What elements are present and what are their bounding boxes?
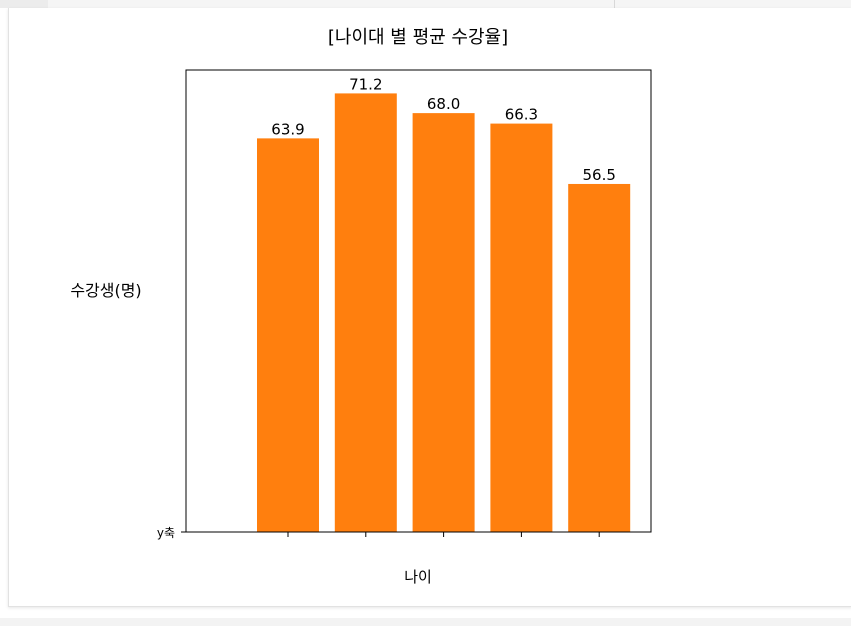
bar bbox=[490, 123, 553, 532]
bar bbox=[257, 138, 319, 532]
chart-card: [나이대 별 평균 수강율] 63.9 71.2 68.0 66.3 56.5 y축 수… bbox=[8, 8, 851, 607]
bar-value-label: 66.3 bbox=[505, 106, 538, 124]
top-strip bbox=[0, 0, 851, 8]
bar-value-label: 63.9 bbox=[271, 120, 304, 138]
chart-title: [나이대 별 평균 수강율] bbox=[328, 27, 508, 48]
bar bbox=[412, 113, 475, 533]
bar-chart: [나이대 별 평균 수강율] 63.9 71.2 68.0 66.3 56.5 y축 수… bbox=[70, 27, 652, 586]
bar-value-label: 71.2 bbox=[349, 75, 382, 93]
bar-value-label: 56.5 bbox=[582, 166, 615, 184]
top-tab bbox=[0, 0, 48, 8]
bottom-strip bbox=[0, 618, 851, 626]
y-tick-label: y축 bbox=[157, 526, 175, 540]
y-axis-label: 수강생(명) bbox=[70, 281, 141, 300]
plot-frame bbox=[185, 69, 652, 533]
bar-value-label: 68.0 bbox=[427, 95, 460, 113]
top-divider bbox=[614, 0, 615, 8]
x-ticks bbox=[287, 532, 600, 537]
bar bbox=[334, 93, 397, 533]
bar bbox=[568, 183, 631, 532]
bar-value-labels: 63.9 71.2 68.0 66.3 56.5 bbox=[271, 75, 616, 184]
bars-group bbox=[257, 93, 631, 533]
x-axis-label: 나이 bbox=[404, 568, 432, 586]
